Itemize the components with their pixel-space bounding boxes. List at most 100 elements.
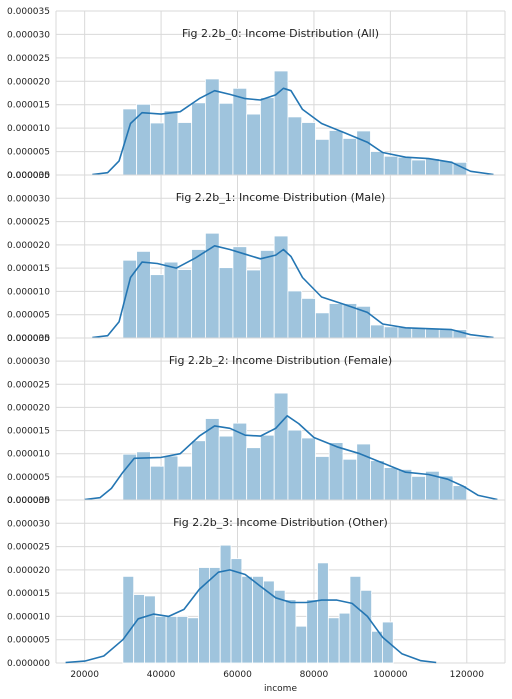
x-tick-label: 80000 bbox=[300, 670, 329, 680]
y-tick-label: 0.000030 bbox=[7, 519, 50, 529]
subplot-panel: 0.000000 0.000005 0.000010 0.000015 0.000020… bbox=[7, 7, 506, 181]
histogram-bar bbox=[342, 138, 358, 176]
histogram-bar bbox=[328, 303, 344, 339]
histogram-bar bbox=[356, 443, 371, 501]
histogram-bar bbox=[241, 575, 254, 664]
histogram-bar bbox=[218, 102, 234, 176]
y-tick-label: 0.000010 bbox=[7, 612, 50, 622]
histogram-bar bbox=[301, 298, 316, 339]
x-axis-label: income bbox=[264, 684, 297, 694]
kde-line bbox=[65, 569, 437, 664]
histogram-bar bbox=[317, 562, 329, 664]
kde-line bbox=[84, 415, 498, 501]
histogram-bar bbox=[411, 159, 426, 176]
histogram-bar bbox=[328, 442, 344, 501]
histogram-bar bbox=[295, 625, 308, 664]
histogram-bar bbox=[301, 437, 316, 501]
histogram-bar bbox=[370, 151, 385, 176]
histogram-bar bbox=[425, 328, 440, 339]
panel-title: Fig 2.2b_3: Income Distribution (Other) bbox=[173, 516, 388, 529]
y-tick-label: 0.000025 bbox=[7, 54, 50, 64]
x-tick-label: 20000 bbox=[70, 670, 99, 680]
histogram-bar bbox=[191, 102, 206, 176]
histogram-bar bbox=[306, 599, 318, 664]
histogram-bar bbox=[136, 451, 151, 501]
y-tick-label: 0.000015 bbox=[7, 101, 50, 111]
y-tick-label: 0.000020 bbox=[7, 77, 50, 87]
histogram-bar bbox=[342, 458, 358, 501]
y-tick-label: 0.000000 bbox=[7, 334, 50, 344]
y-tick-label: 0.000035 bbox=[7, 496, 50, 506]
histogram-bar bbox=[208, 567, 221, 664]
histogram-bar bbox=[122, 575, 135, 664]
histogram-bar bbox=[165, 616, 178, 664]
histogram-bar bbox=[338, 612, 351, 664]
y-tick-label: 0.000020 bbox=[7, 403, 50, 413]
panel-title: Fig 2.2b_0: Income Distribution (All) bbox=[182, 27, 379, 40]
histogram-bar bbox=[177, 465, 193, 501]
histogram-bar bbox=[252, 575, 264, 664]
y-tick-label: 0.000005 bbox=[7, 473, 50, 483]
y-tick-label: 0.000035 bbox=[7, 7, 50, 17]
kde-line bbox=[92, 87, 494, 176]
y-tick-label: 0.000010 bbox=[7, 124, 50, 134]
y-tick-label: 0.000025 bbox=[7, 380, 50, 390]
y-tick-label: 0.000005 bbox=[7, 636, 50, 646]
histogram-bar bbox=[438, 160, 454, 176]
y-tick-label: 0.000025 bbox=[7, 218, 50, 228]
y-tick-label: 0.000000 bbox=[7, 659, 50, 669]
histogram-bar bbox=[191, 440, 206, 501]
subplot-panel: 0.000000 0.000005 0.000010 0.000015 0.000020… bbox=[7, 496, 506, 669]
histogram-bar bbox=[315, 312, 330, 339]
x-tick-label: 120000 bbox=[450, 670, 485, 680]
histogram-bar bbox=[144, 595, 156, 664]
y-tick-label: 0.000010 bbox=[7, 287, 50, 297]
histogram-bar bbox=[315, 456, 330, 501]
histogram-bar bbox=[232, 246, 248, 339]
histogram-bar bbox=[246, 269, 261, 339]
y-tick-label: 0.000015 bbox=[7, 427, 50, 437]
histogram-bar bbox=[287, 429, 303, 501]
kde-line bbox=[92, 245, 494, 339]
histogram-bar bbox=[260, 97, 275, 176]
histogram-bar bbox=[191, 249, 206, 339]
y-tick-label: 0.000030 bbox=[7, 30, 50, 40]
histogram-bar bbox=[273, 392, 289, 501]
histogram-bar bbox=[177, 269, 193, 339]
histogram-bar bbox=[218, 435, 234, 501]
histogram-bar bbox=[273, 589, 286, 664]
y-tick-label: 0.000030 bbox=[7, 357, 50, 367]
histogram-bar bbox=[246, 113, 261, 176]
histogram-bar bbox=[425, 158, 440, 176]
histogram-bar bbox=[328, 130, 344, 176]
y-tick-label: 0.000030 bbox=[7, 194, 50, 204]
histogram-bar bbox=[370, 460, 385, 501]
histogram-bar bbox=[383, 467, 399, 501]
histogram-bar bbox=[383, 155, 399, 176]
histogram-bar bbox=[411, 475, 426, 501]
histogram-bar bbox=[438, 329, 454, 339]
histogram-bar bbox=[177, 122, 193, 176]
histogram-bar bbox=[230, 558, 243, 664]
histogram-bar bbox=[136, 250, 151, 339]
y-tick-label: 0.000020 bbox=[7, 566, 50, 576]
histogram-bar bbox=[356, 130, 371, 176]
y-tick-label: 0.000035 bbox=[7, 171, 50, 181]
histogram-bar bbox=[122, 453, 138, 501]
histogram-bar bbox=[246, 447, 261, 501]
y-tick-label: 0.000000 bbox=[7, 171, 50, 181]
y-tick-label: 0.000020 bbox=[7, 241, 50, 251]
x-tick-label: 40000 bbox=[147, 670, 176, 680]
histogram-bar bbox=[287, 116, 303, 176]
histogram-bar bbox=[327, 617, 340, 664]
subplot-panel: 0.000000 0.000005 0.000010 0.000015 0.000020… bbox=[7, 171, 506, 344]
histogram-bar bbox=[133, 594, 145, 664]
histogram-bar bbox=[315, 138, 330, 176]
y-tick-label: 0.000025 bbox=[7, 543, 50, 553]
y-tick-label: 0.000015 bbox=[7, 589, 50, 599]
histogram-bar bbox=[149, 274, 165, 339]
panel-title: Fig 2.2b_2: Income Distribution (Female) bbox=[169, 354, 392, 367]
y-tick-label: 0.000015 bbox=[7, 264, 50, 274]
x-tick-label: 100000 bbox=[373, 670, 408, 680]
